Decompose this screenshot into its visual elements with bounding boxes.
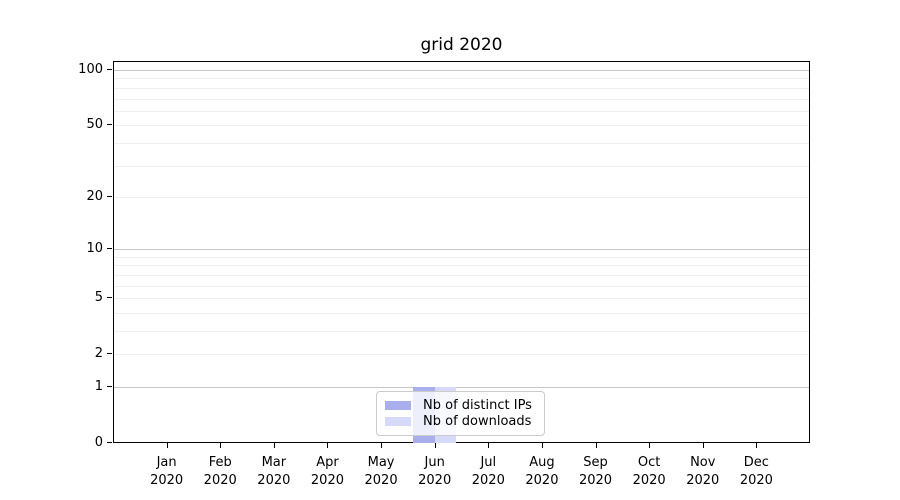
y-tick-mark bbox=[107, 442, 112, 443]
minor-gridline bbox=[114, 330, 809, 332]
minor-gridline bbox=[114, 125, 809, 127]
x-tick-month: May bbox=[367, 455, 395, 470]
x-tick-mark bbox=[541, 443, 543, 448]
y-tick-mark bbox=[107, 385, 112, 387]
x-tick-month: Apr bbox=[316, 455, 339, 470]
y-tick-mark bbox=[107, 69, 112, 71]
legend-label: Nb of distinct IPs bbox=[423, 397, 532, 413]
x-tick-month: Jun bbox=[424, 455, 445, 470]
x-tick-label: Jan 2020 bbox=[137, 454, 197, 490]
x-tick-year: 2020 bbox=[578, 473, 613, 488]
x-tick-label: Mar 2020 bbox=[244, 454, 304, 490]
legend-swatch bbox=[385, 400, 411, 410]
minor-gridline bbox=[114, 78, 809, 80]
x-tick-month: Dec bbox=[743, 455, 769, 470]
x-tick-mark bbox=[702, 443, 704, 448]
x-tick-label: Oct 2020 bbox=[619, 454, 679, 490]
x-tick-label: Nov 2020 bbox=[673, 454, 733, 490]
minor-gridline bbox=[114, 265, 809, 267]
x-tick-mark bbox=[166, 443, 168, 448]
x-tick-year: 2020 bbox=[150, 473, 184, 488]
minor-gridline bbox=[114, 142, 809, 144]
x-tick-mark bbox=[381, 443, 383, 448]
minor-gridline bbox=[114, 110, 809, 112]
minor-gridline bbox=[114, 98, 809, 100]
y-tick-mark bbox=[107, 124, 112, 126]
x-tick-year: 2020 bbox=[471, 473, 505, 488]
legend-swatch bbox=[385, 417, 411, 427]
y-tick-label: 50 bbox=[86, 117, 103, 133]
x-tick-month: Nov bbox=[690, 455, 716, 470]
x-tick-mark bbox=[756, 443, 758, 448]
y-tick-mark bbox=[107, 248, 112, 250]
x-tick-mark bbox=[434, 443, 436, 448]
x-tick-mark bbox=[595, 443, 597, 448]
minor-gridline bbox=[114, 285, 809, 287]
legend-label: Nb of downloads bbox=[423, 414, 532, 430]
x-tick-mark bbox=[649, 443, 651, 448]
x-tick-month: Jul bbox=[480, 455, 497, 470]
x-tick-label: Feb 2020 bbox=[190, 454, 250, 490]
y-tick-label: 1 bbox=[94, 378, 103, 394]
x-tick-mark bbox=[327, 443, 329, 448]
y-tick-label: 0 bbox=[94, 435, 103, 450]
x-tick-label: May 2020 bbox=[351, 454, 411, 490]
minor-gridline bbox=[114, 354, 809, 356]
plot-area bbox=[113, 61, 810, 443]
x-tick-year: 2020 bbox=[203, 473, 237, 488]
legend-entry: Nb of downloads bbox=[385, 414, 536, 430]
minor-gridline bbox=[114, 87, 809, 89]
x-tick-month: Aug bbox=[529, 455, 555, 470]
x-tick-year: 2020 bbox=[525, 473, 559, 488]
x-tick-year: 2020 bbox=[418, 473, 452, 488]
minor-gridline bbox=[114, 298, 809, 300]
y-tick-label: 10 bbox=[86, 241, 103, 257]
y-tick-mark bbox=[107, 195, 112, 197]
x-tick-mark bbox=[220, 443, 222, 448]
minor-gridline bbox=[114, 165, 809, 167]
x-tick-month: Mar bbox=[261, 455, 287, 470]
x-tick-label: Dec 2020 bbox=[726, 454, 786, 490]
x-tick-year: 2020 bbox=[632, 473, 666, 488]
y-tick-label: 20 bbox=[86, 188, 103, 204]
x-tick-mark bbox=[488, 443, 490, 448]
x-tick-label: Sep 2020 bbox=[566, 454, 626, 490]
x-tick-label: Jul 2020 bbox=[458, 454, 518, 490]
y-tick-mark bbox=[107, 297, 112, 299]
x-tick-year: 2020 bbox=[364, 473, 398, 488]
x-tick-mark bbox=[273, 443, 275, 448]
y-tick-mark bbox=[107, 353, 112, 355]
x-tick-month: Oct bbox=[637, 455, 661, 470]
minor-gridline bbox=[114, 274, 809, 276]
x-tick-year: 2020 bbox=[310, 473, 344, 488]
x-tick-month: Sep bbox=[583, 455, 608, 470]
y-tick-label: 100 bbox=[78, 62, 103, 78]
major-gridline bbox=[114, 70, 809, 72]
minor-gridline bbox=[114, 196, 809, 198]
major-gridline bbox=[114, 386, 809, 388]
x-tick-label: Apr 2020 bbox=[297, 454, 357, 490]
y-tick-label: 2 bbox=[94, 346, 103, 362]
x-tick-year: 2020 bbox=[686, 473, 720, 488]
x-tick-label: Jun 2020 bbox=[405, 454, 465, 490]
legend-entry: Nb of distinct IPs bbox=[385, 397, 536, 413]
x-tick-year: 2020 bbox=[257, 473, 291, 488]
chart-title: grid 2020 bbox=[420, 35, 503, 55]
major-gridline bbox=[114, 249, 809, 251]
x-tick-month: Feb bbox=[208, 455, 232, 470]
x-tick-month: Jan bbox=[156, 455, 177, 470]
y-tick-label: 5 bbox=[94, 290, 103, 306]
minor-gridline bbox=[114, 256, 809, 258]
x-tick-label: Aug 2020 bbox=[512, 454, 572, 490]
legend: Nb of distinct IPs Nb of downloads bbox=[376, 391, 545, 436]
x-tick-year: 2020 bbox=[739, 473, 773, 488]
minor-gridline bbox=[114, 312, 809, 314]
